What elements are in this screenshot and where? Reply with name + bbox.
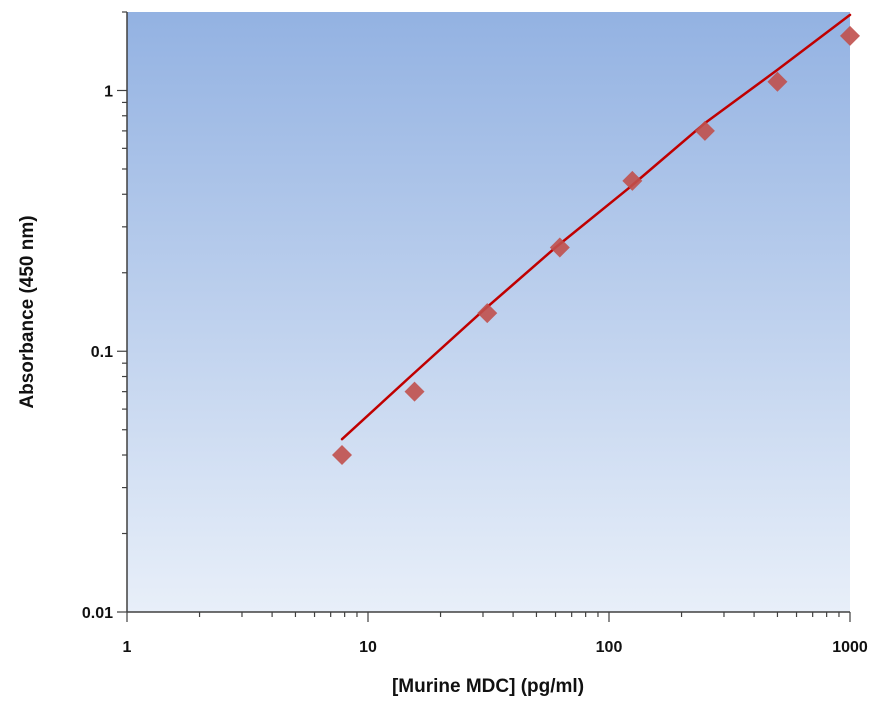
y-tick-label: 1 xyxy=(104,83,113,100)
data-point xyxy=(549,237,570,258)
tick-labels: 0.01 0.1 1 1 10 100 1000 xyxy=(82,83,868,656)
x-tick-label: 1000 xyxy=(832,639,868,656)
fit-line xyxy=(340,13,852,441)
y-tick-label: 0.01 xyxy=(82,605,113,622)
data-point xyxy=(477,303,498,324)
data-point xyxy=(840,25,860,46)
data-point xyxy=(404,381,425,402)
x-axis-title: [Murine MDC] (pg/ml) xyxy=(392,676,584,697)
data-point xyxy=(622,170,643,191)
fit-line-group xyxy=(340,13,852,441)
x-tick-label: 1 xyxy=(123,639,132,656)
x-tick-label: 10 xyxy=(359,639,377,656)
data-point xyxy=(331,445,352,466)
y-axis-title: Absorbance (450 nm) xyxy=(17,215,38,408)
axes xyxy=(117,11,851,622)
data-point xyxy=(694,120,715,141)
data-point xyxy=(767,71,788,92)
y-tick-label: 0.1 xyxy=(91,344,113,361)
x-tick-label: 100 xyxy=(596,639,623,656)
data-points xyxy=(331,25,860,466)
